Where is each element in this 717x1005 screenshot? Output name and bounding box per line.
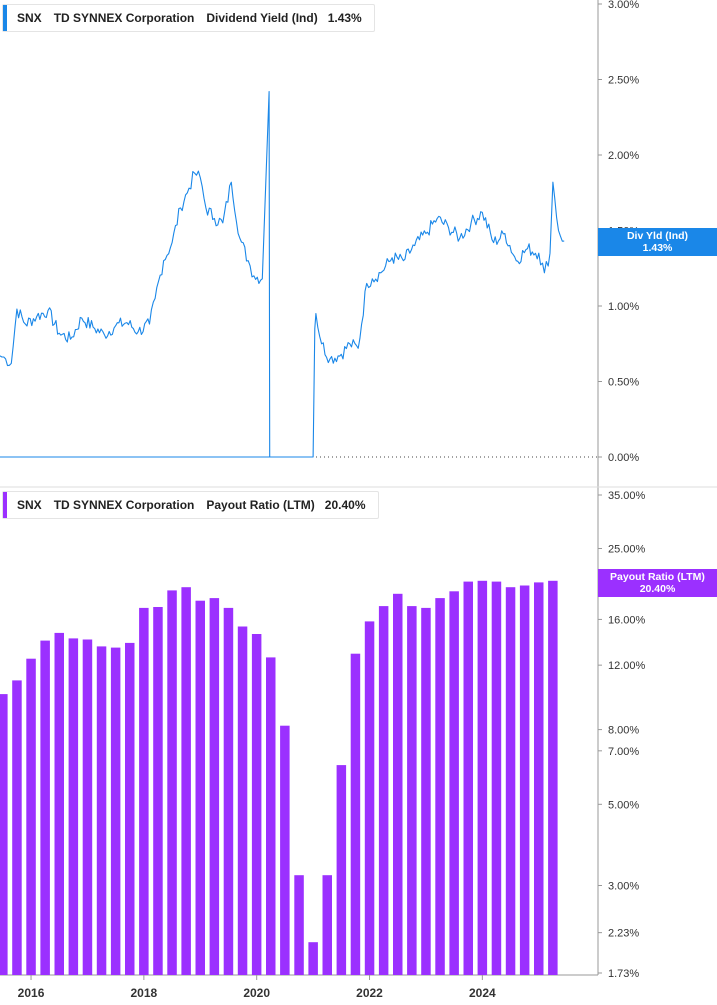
y-tick-label: 35.00%	[608, 490, 646, 502]
current-value-tag-yield: Div Yld (Ind) 1.43%	[598, 228, 717, 256]
y-tick-label: 1.73%	[608, 968, 639, 980]
legend-value: 1.43%	[327, 11, 362, 25]
legend-swatch-yield	[3, 5, 7, 31]
payout-ratio-bar	[82, 639, 93, 975]
tag-label: Div Yld (Ind)	[626, 230, 689, 242]
payout-ratio-bar	[407, 606, 417, 975]
legend-metric: Payout Ratio (LTM)	[206, 498, 315, 512]
legend-company: TD SYNNEX Corporation	[53, 11, 195, 25]
y-tick-label: 25.00%	[608, 543, 646, 555]
y-tick-label: 8.00%	[608, 725, 639, 737]
y-tick-label: 2.23%	[608, 928, 639, 940]
legend-payout-ratio: SNX TD SYNNEX Corporation Payout Ratio (…	[2, 491, 379, 519]
payout-ratio-bar	[308, 942, 318, 975]
payout-ratio-bar	[139, 607, 149, 975]
payout-ratio-bar	[519, 585, 530, 975]
payout-ratio-bar	[322, 875, 332, 975]
y-tick-label: 7.00%	[608, 746, 639, 758]
payout-ratio-bar	[491, 581, 502, 975]
tag-value: 1.43%	[642, 242, 673, 254]
payout-ratio-bar	[195, 600, 205, 975]
payout-ratio-bar	[294, 875, 304, 975]
tag-value: 20.40%	[639, 583, 676, 595]
y-tick-label: 0.50%	[608, 377, 639, 389]
y-tick-label: 0.00%	[608, 452, 639, 464]
x-tick-label: 2018	[131, 986, 158, 1000]
payout-ratio-bar	[548, 580, 558, 975]
payout-ratio-bar	[477, 580, 488, 975]
legend-dividend-yield: SNX TD SYNNEX Corporation Dividend Yield…	[2, 4, 375, 32]
y-tick-label: 2.00%	[608, 150, 639, 162]
payout-ratio-bar	[167, 590, 177, 975]
legend-value: 20.40%	[324, 498, 366, 512]
payout-ratio-bar	[378, 606, 389, 975]
legend-ticker: SNX	[17, 498, 42, 512]
x-tick-label: 2016	[18, 986, 45, 1000]
y-tick-label: 2.50%	[608, 75, 639, 87]
payout-ratio-bar	[505, 587, 516, 975]
payout-ratio-bar	[364, 621, 375, 975]
payout-ratio-bar	[266, 657, 276, 975]
y-tick-label: 3.00%	[608, 0, 639, 11]
payout-ratio-bar	[223, 607, 234, 975]
payout-ratio-bar	[125, 642, 135, 975]
y-tick-label: 16.00%	[608, 614, 646, 626]
payout-ratio-bar	[421, 607, 431, 975]
payout-ratio-bar	[26, 658, 36, 975]
payout-ratio-bar	[449, 591, 459, 975]
legend-company: TD SYNNEX Corporation	[53, 498, 195, 512]
y-tick-label: 1.00%	[608, 301, 639, 313]
x-tick-label: 2020	[243, 986, 270, 1000]
legend-ticker: SNX	[17, 11, 42, 25]
x-tick-label: 2024	[469, 986, 496, 1000]
y-tick-label: 5.00%	[608, 799, 639, 811]
payout-ratio-bar	[251, 634, 262, 975]
payout-ratio-bar	[181, 587, 191, 975]
payout-ratio-bar	[96, 646, 107, 975]
payout-ratio-bar	[110, 647, 121, 975]
dividend-yield-line	[0, 91, 565, 458]
current-value-tag-payout: Payout Ratio (LTM) 20.40%	[598, 569, 717, 597]
payout-ratio-bar	[40, 640, 50, 975]
payout-ratio-bar	[68, 638, 79, 975]
payout-ratio-bar	[12, 680, 22, 975]
payout-ratio-bar	[0, 694, 8, 975]
y-tick-label: 3.00%	[608, 880, 639, 892]
payout-ratio-bar	[534, 582, 544, 975]
payout-ratio-bar	[463, 581, 473, 975]
tag-label: Payout Ratio (LTM)	[610, 571, 705, 583]
payout-ratio-bar	[350, 653, 361, 975]
y-tick-label: 12.00%	[608, 660, 646, 672]
payout-ratio-bar	[54, 632, 64, 975]
legend-metric: Dividend Yield (Ind)	[206, 11, 318, 25]
x-tick-label: 2022	[356, 986, 383, 1000]
payout-ratio-bar	[435, 598, 445, 975]
payout-ratio-bar	[153, 607, 163, 975]
legend-swatch-payout	[3, 492, 7, 518]
payout-ratio-bar	[209, 598, 220, 975]
payout-ratio-bar	[237, 626, 248, 975]
payout-ratio-bar	[336, 765, 347, 975]
payout-ratio-bar	[280, 725, 290, 975]
payout-ratio-bar	[393, 593, 403, 975]
